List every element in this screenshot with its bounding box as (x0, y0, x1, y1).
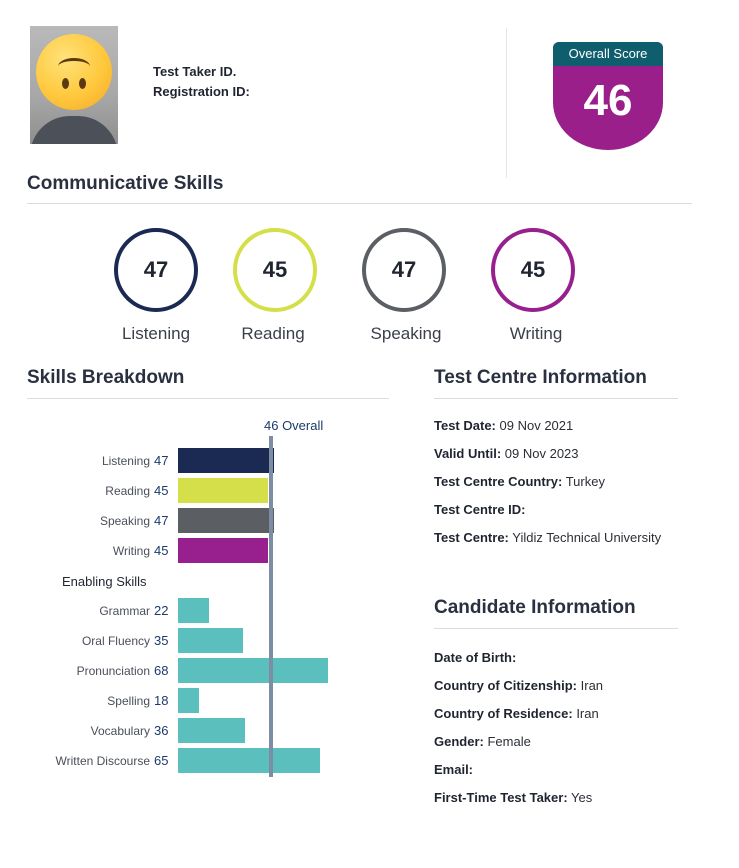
email-row: Email: (434, 762, 473, 777)
skills-breakdown-title: Skills Breakdown (27, 367, 185, 388)
overall-score-badge: Overall Score 46 (553, 42, 663, 150)
bar-vocabulary (178, 718, 246, 743)
test-date-row: Test Date: 09 Nov 2021 (434, 418, 573, 433)
email-label: Email: (434, 762, 474, 777)
test-centre-country-row: Test Centre Country: Turkey (434, 474, 605, 489)
bar-label-spelling: Spelling (107, 694, 150, 708)
bar-value-reading: 45 (154, 483, 169, 498)
test-centre-id-label: Test Centre ID: (434, 502, 526, 517)
bar-label-pronunciation: Pronunciation (76, 664, 150, 678)
test-centre-label: Test Centre: (434, 530, 509, 545)
valid-until-value: 09 Nov 2023 (504, 446, 579, 461)
speaking-label: Speaking (370, 324, 442, 343)
emoji-eye-left (62, 78, 69, 89)
dob-label: Date of Birth: (434, 650, 517, 665)
bar-label-vocabulary: Vocabulary (90, 724, 150, 738)
citizenship-value: Iran (580, 678, 604, 693)
test-centre-row: Test Centre: Yildiz Technical University (434, 530, 661, 545)
bar-value-listening: 47 (154, 453, 169, 468)
gender-row: Gender: Female (434, 734, 531, 749)
test-centre-value: Yildiz Technical University (512, 530, 662, 545)
gender-label: Gender: (434, 734, 484, 749)
listening-label: Listening (121, 324, 191, 343)
bar-grammar (178, 598, 209, 623)
citizenship-row: Country of Citizenship: Iran (434, 678, 603, 693)
reading-label: Reading (241, 324, 305, 343)
photo-shoulders (30, 116, 118, 144)
writing-score-circle: 45 (491, 228, 575, 312)
bar-value-pronunciation: 68 (154, 663, 169, 678)
test-centre-country-value: Turkey (565, 474, 605, 489)
candidate-info-title: Candidate Information (434, 597, 636, 618)
overall-score-label: Overall Score (553, 42, 663, 66)
test-date-value: 09 Nov 2021 (499, 418, 574, 433)
emoji-eye-right (79, 78, 86, 89)
test-centre-id-row: Test Centre ID: (434, 502, 526, 517)
upside-down-face-icon (36, 34, 112, 110)
first-time-value: Yes (571, 790, 593, 805)
bar-value-written-discourse: 65 (154, 753, 169, 768)
valid-until-row: Valid Until: 09 Nov 2023 (434, 446, 579, 461)
first-time-row: First-Time Test Taker: Yes (434, 790, 592, 805)
bar-writing (178, 538, 269, 563)
bar-written-discourse (178, 748, 321, 773)
bar-label-writing: Writing (112, 544, 150, 558)
dob-row: Date of Birth: (434, 650, 516, 665)
candidate-photo (30, 26, 118, 144)
communicative-skills-title: Communicative Skills (27, 173, 224, 194)
bar-speaking (178, 508, 274, 533)
bar-listening (178, 448, 274, 473)
bar-value-oral-fluency: 35 (154, 633, 169, 648)
residence-label: Country of Residence: (434, 706, 573, 721)
bar-pronunciation (178, 658, 328, 683)
speaking-score-circle: 47 (362, 228, 446, 312)
citizenship-label: Country of Citizenship: (434, 678, 577, 693)
test-centre-divider (434, 398, 678, 399)
emoji-mouth (58, 58, 90, 75)
enabling-skills-title: Enabling Skills (62, 574, 147, 589)
bar-label-speaking: Speaking (99, 514, 150, 528)
bar-value-vocabulary: 36 (154, 723, 169, 738)
bar-label-oral-fluency: Oral Fluency (81, 634, 150, 648)
residence-row: Country of Residence: Iran (434, 706, 599, 721)
valid-until-label: Valid Until: (434, 446, 502, 461)
gender-value: Female (487, 734, 531, 749)
reading-score-circle: 45 (233, 228, 317, 312)
listening-score-circle: 47 (114, 228, 198, 312)
test-centre-title: Test Centre Information (434, 367, 647, 388)
bar-value-writing: 45 (154, 543, 169, 558)
communicative-divider (27, 203, 692, 204)
test-taker-id-label: Test Taker ID. (153, 64, 237, 79)
bar-value-spelling: 18 (154, 693, 169, 708)
overall-score-line (269, 436, 273, 777)
registration-id-label: Registration ID: (153, 84, 250, 99)
bar-value-speaking: 47 (154, 513, 169, 528)
first-time-label: First-Time Test Taker: (434, 790, 568, 805)
test-date-label: Test Date: (434, 418, 496, 433)
candidate-divider (434, 628, 678, 629)
bar-label-reading: Reading (105, 484, 150, 498)
overall-marker-label: 46 Overall (264, 418, 324, 433)
bar-reading (178, 478, 269, 503)
breakdown-divider (27, 398, 389, 399)
bar-label-written-discourse: Written Discourse (55, 754, 150, 768)
writing-label: Writing (509, 324, 563, 343)
bar-spelling (178, 688, 199, 713)
residence-value: Iran (576, 706, 599, 721)
bar-value-grammar: 22 (154, 603, 169, 618)
overall-score-value: 46 (583, 76, 633, 125)
test-centre-country-label: Test Centre Country: (434, 474, 563, 489)
header-divider (506, 28, 507, 178)
bar-oral-fluency (178, 628, 243, 653)
bar-label-listening: Listening (101, 454, 150, 468)
bar-label-grammar: Grammar (99, 604, 150, 618)
